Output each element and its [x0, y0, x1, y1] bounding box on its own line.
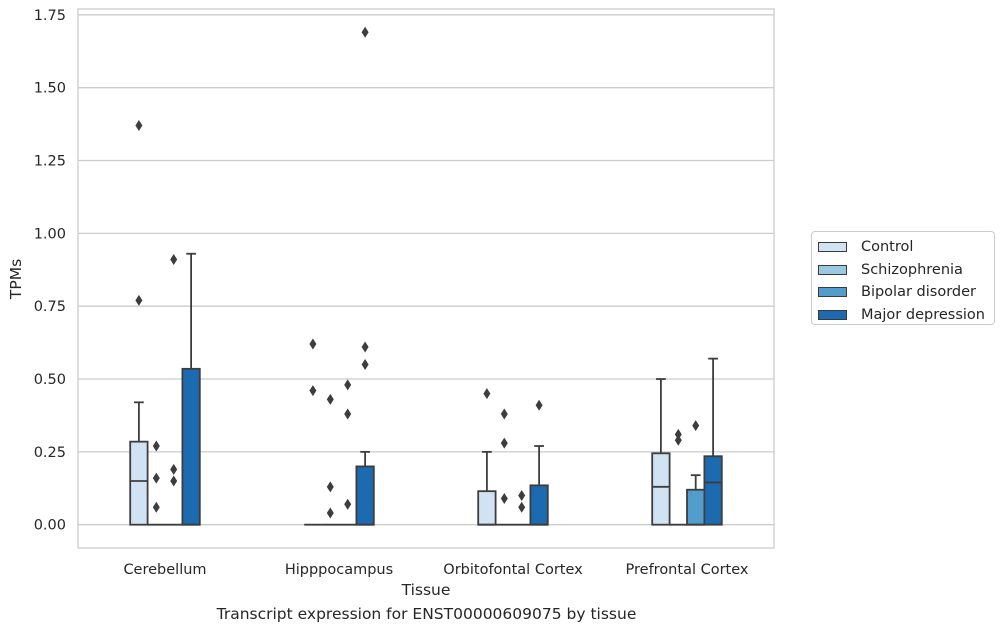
outlier-point	[361, 358, 369, 370]
outlier-point	[135, 120, 143, 132]
legend-swatch-bipolar-disorder	[818, 287, 847, 298]
outliers	[135, 26, 700, 519]
legend-swatch-major-depression	[818, 309, 847, 320]
box-control-cerebellum	[129, 401, 149, 526]
legend-item-bipolar-disorder: Bipolar disorder	[818, 281, 994, 304]
box-bipolar-disorder-prefrontal-cortex	[686, 474, 706, 526]
box-rect	[477, 490, 497, 526]
x-tick-label: Hipppocampus	[285, 562, 393, 578]
y-tick-label: 0.50	[34, 372, 66, 388]
box-control-prefrontal-cortex	[651, 378, 671, 526]
box-major-depression-hipppocampus	[355, 450, 375, 526]
outlier-point	[326, 393, 334, 405]
outlier-point	[152, 501, 160, 513]
outlier-point	[361, 341, 369, 353]
outlier-point	[344, 498, 352, 510]
y-tick-label: 1.25	[34, 154, 66, 170]
chart-caption: Transcript expression for ENST0000060907…	[216, 605, 637, 623]
y-tick-label: 0.75	[34, 299, 66, 315]
outlier-point	[135, 294, 143, 306]
outlier-point	[535, 399, 543, 411]
y-tick-label: 0.00	[34, 518, 66, 534]
box-rect	[651, 452, 671, 526]
x-tick-labels: Cerebellum Hipppocampus Orbitofontal Corte…	[123, 562, 748, 578]
y-axis-label: TPMs	[7, 259, 25, 300]
y-tick-label: 0.25	[34, 445, 66, 461]
outlier-point	[309, 385, 317, 397]
x-tick-label: Orbitofontal Cortex	[443, 562, 583, 578]
y-tick-label: 1.75	[34, 8, 66, 24]
outlier-point	[500, 408, 508, 420]
outlier-point	[518, 501, 526, 513]
x-tick-label: Prefrontal Cortex	[626, 562, 749, 578]
outlier-point	[170, 463, 178, 475]
legend-label-bipolar-disorder: Bipolar disorder	[861, 284, 976, 301]
y-tick-label: 1.00	[34, 226, 66, 242]
x-axis-label: Tissue	[401, 581, 451, 599]
box-rect	[129, 440, 149, 526]
outlier-point	[170, 254, 178, 266]
legend-label-schizophrenia: Schizophrenia	[861, 261, 963, 278]
plot-frame	[77, 8, 775, 549]
y-tick-label: 1.50	[34, 81, 66, 97]
box-major-depression-orbitofontal-cortex	[529, 445, 549, 526]
legend-label-major-depression: Major depression	[861, 306, 985, 323]
outlier-point	[361, 26, 369, 38]
legend-label-control: Control	[861, 239, 914, 256]
legend-swatch-schizophrenia	[818, 264, 847, 275]
box-control-orbitofontal-cortex	[477, 450, 497, 526]
outlier-point	[326, 507, 334, 519]
outlier-point	[344, 379, 352, 391]
legend-swatch-control	[818, 242, 847, 253]
outlier-point	[152, 440, 160, 452]
box-rect	[355, 465, 375, 526]
y-tick-labels: 0.00 0.25 0.50 0.75 1.00 1.25 1.50 1.75	[34, 8, 66, 534]
outlier-point	[309, 338, 317, 350]
box-rect	[529, 484, 549, 526]
legend-item-major-depression: Major depression	[818, 304, 994, 327]
box-major-depression-cerebellum	[181, 252, 201, 526]
box-rect	[703, 455, 723, 526]
outlier-point	[518, 490, 526, 502]
outlier-point	[500, 437, 508, 449]
outlier-point	[152, 472, 160, 484]
outlier-point	[170, 475, 178, 487]
outlier-point	[674, 434, 682, 446]
outlier-point	[692, 420, 700, 432]
box-rect	[181, 367, 201, 526]
x-tick-label: Cerebellum	[123, 562, 206, 578]
box-rect	[686, 488, 706, 526]
outlier-point	[674, 428, 682, 440]
boxes	[129, 252, 723, 526]
outlier-point	[344, 408, 352, 420]
legend: Control Schizophrenia Bipolar disorder M…	[811, 231, 995, 325]
outlier-point	[483, 388, 491, 400]
outlier-point	[500, 492, 508, 504]
box-major-depression-prefrontal-cortex	[703, 357, 723, 526]
outlier-point	[326, 481, 334, 493]
legend-item-schizophrenia: Schizophrenia	[818, 259, 994, 282]
legend-item-control: Control	[818, 236, 994, 259]
